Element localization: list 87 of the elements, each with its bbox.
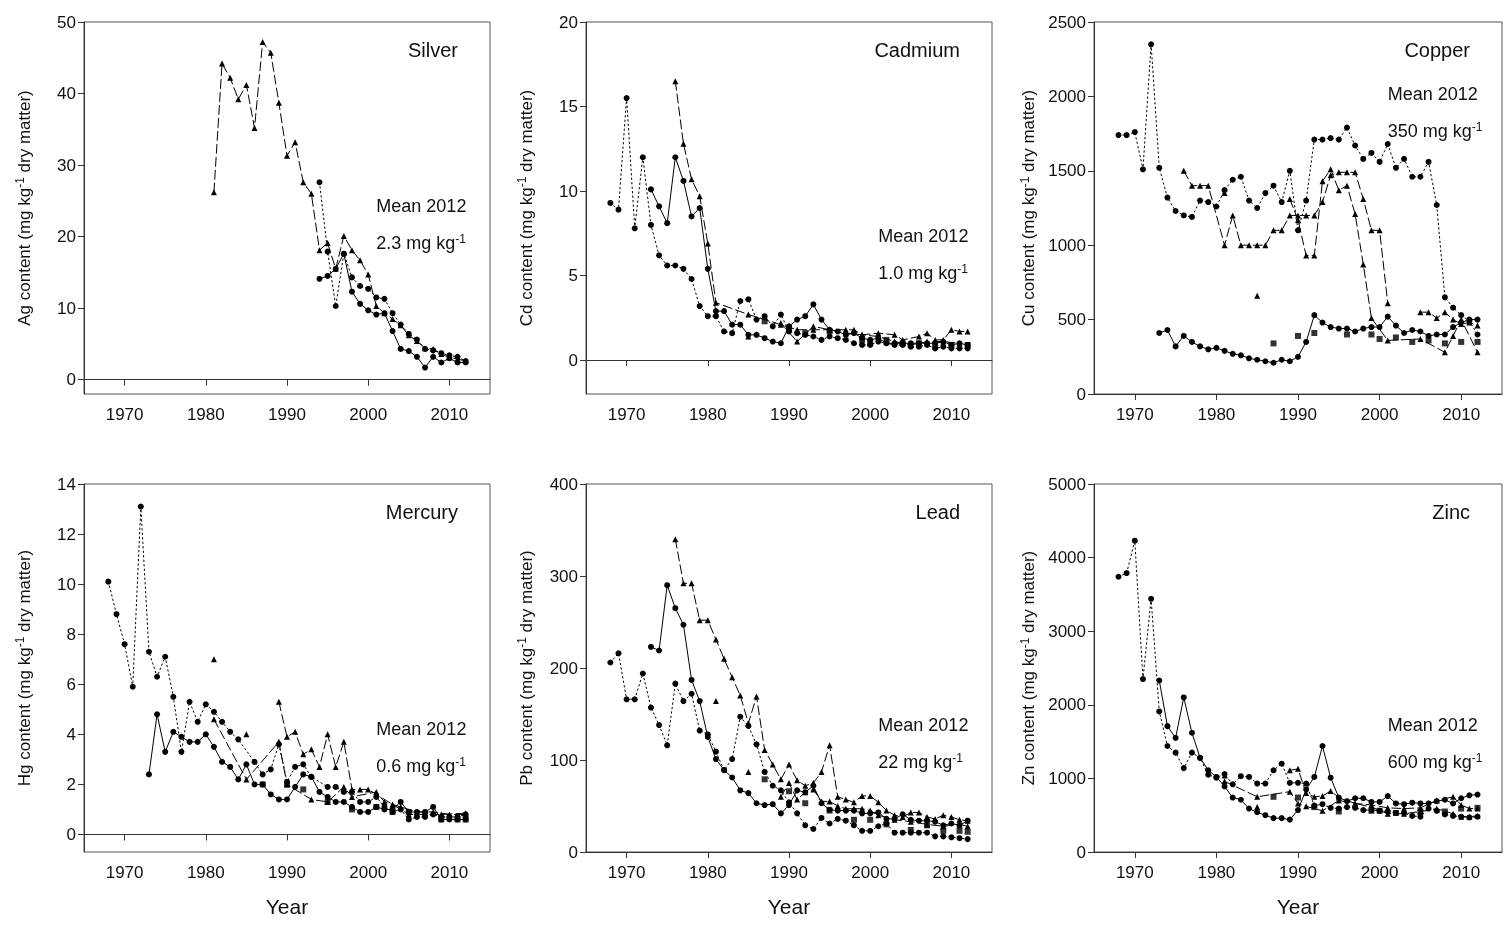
y-tick-label: 0 <box>1076 384 1086 404</box>
y-tick-label: 2500 <box>1048 12 1086 32</box>
y-tick-label: 40 <box>57 84 76 104</box>
y-tick-label: 12 <box>57 524 76 544</box>
annotation: Mean 2012 <box>1387 714 1478 735</box>
y-tick-label: 6 <box>66 674 76 694</box>
x-tick-label: 1970 <box>607 405 646 424</box>
annotation: Mean 2012 <box>878 225 969 246</box>
y-axis-title: Pb content (mg kg-1 dry matter) <box>515 550 536 786</box>
y-tick-label: 15 <box>559 97 578 117</box>
y-tick-label: 1000 <box>1048 235 1086 255</box>
y-tick-label: 10 <box>559 181 578 201</box>
x-tick-label: 2010 <box>932 863 971 882</box>
x-tick-label: 1990 <box>770 405 808 424</box>
y-tick-label: 30 <box>57 155 76 175</box>
x-tick-label: 1980 <box>688 405 727 424</box>
y-tick-label: 0 <box>1076 842 1086 862</box>
y-tick-label: 2000 <box>1048 86 1086 106</box>
x-tick-label: 1970 <box>1115 405 1154 424</box>
y-tick-label: 400 <box>549 474 578 494</box>
x-tick-label: 2010 <box>1442 863 1481 882</box>
y-tick-label: 10 <box>57 574 76 594</box>
y-tick-label: 500 <box>1057 310 1086 330</box>
annotation: Mean 2012 <box>376 195 467 216</box>
x-tick-label: 2010 <box>1442 405 1481 424</box>
annotation: Mean 2012 <box>1387 84 1478 105</box>
x-tick-label: 1990 <box>1279 863 1317 882</box>
y-tick-label: 4 <box>66 724 76 744</box>
y-axis-title: Hg content (mg kg-1 dry matter) <box>13 549 34 787</box>
x-axis-title: Year <box>1276 895 1320 918</box>
y-tick-label: 5 <box>568 266 578 286</box>
x-tick-label: 2000 <box>1360 405 1399 424</box>
x-tick-label: 2000 <box>1360 863 1399 882</box>
y-tick-label: 3000 <box>1048 621 1086 641</box>
x-tick-label: 1970 <box>607 863 646 882</box>
x-tick-label: 1990 <box>268 405 306 424</box>
text: Zinc <box>1432 501 1471 523</box>
x-tick-label: 1980 <box>1197 863 1236 882</box>
x-tick-label: 1980 <box>186 405 225 424</box>
x-tick-label: 1970 <box>1115 863 1154 882</box>
x-tick-label: 2000 <box>349 405 388 424</box>
annotation: Mean 2012 <box>878 714 969 735</box>
x-tick-label: 1970 <box>105 863 144 882</box>
y-tick-label: 20 <box>559 12 578 32</box>
x-tick-label: 1980 <box>1197 405 1236 424</box>
x-tick-label: 2000 <box>349 863 388 882</box>
text: Mercury <box>385 501 459 523</box>
x-tick-label: 1990 <box>268 863 306 882</box>
text: Lead <box>915 501 961 523</box>
x-tick-label: 1990 <box>770 863 808 882</box>
text: Cadmium <box>874 39 960 61</box>
x-axis-title: Year <box>767 895 811 918</box>
y-tick-label: 0 <box>568 842 578 862</box>
y-tick-label: 1500 <box>1048 161 1086 181</box>
y-tick-label: 1000 <box>1048 768 1086 788</box>
x-tick-label: 2010 <box>430 863 469 882</box>
y-tick-label: 100 <box>549 750 578 770</box>
x-tick-label: 2010 <box>430 405 469 424</box>
y-tick-label: 200 <box>549 658 578 678</box>
x-tick-label: 1990 <box>1279 405 1317 424</box>
y-tick-label: 8 <box>66 624 76 644</box>
x-tick-label: 1980 <box>186 863 225 882</box>
x-tick-label: 2000 <box>851 863 890 882</box>
y-tick-label: 2000 <box>1048 695 1086 715</box>
y-tick-label: 0 <box>66 370 76 390</box>
text: Copper <box>1404 39 1471 61</box>
y-tick-label: 14 <box>57 474 76 494</box>
x-tick-label: 2010 <box>932 405 971 424</box>
y-tick-label: 20 <box>57 227 76 247</box>
x-tick-label: 1980 <box>688 863 727 882</box>
text: Silver <box>407 39 459 61</box>
y-axis-title: Ag content (mg kg-1 dry matter) <box>13 90 34 326</box>
y-tick-label: 10 <box>57 298 76 318</box>
y-tick-label: 50 <box>57 12 76 32</box>
annotation: Mean 2012 <box>376 718 467 739</box>
y-tick-label: 0 <box>66 824 76 844</box>
x-tick-label: 1970 <box>105 405 144 424</box>
y-tick-label: 4000 <box>1048 548 1086 568</box>
y-axis-title: Cu content (mg kg-1 dry matter) <box>1017 89 1039 327</box>
y-axis-title: Cd content (mg kg-1 dry matter) <box>515 89 536 327</box>
y-axis-title: Zn content (mg kg-1 dry matter) <box>1017 550 1039 786</box>
y-tick-label: 300 <box>549 566 578 586</box>
y-tick-label: 5000 <box>1048 474 1086 494</box>
y-tick-label: 2 <box>66 774 76 794</box>
y-tick-label: 0 <box>568 350 578 370</box>
x-tick-label: 2000 <box>851 405 890 424</box>
x-axis-title: Year <box>265 895 309 918</box>
